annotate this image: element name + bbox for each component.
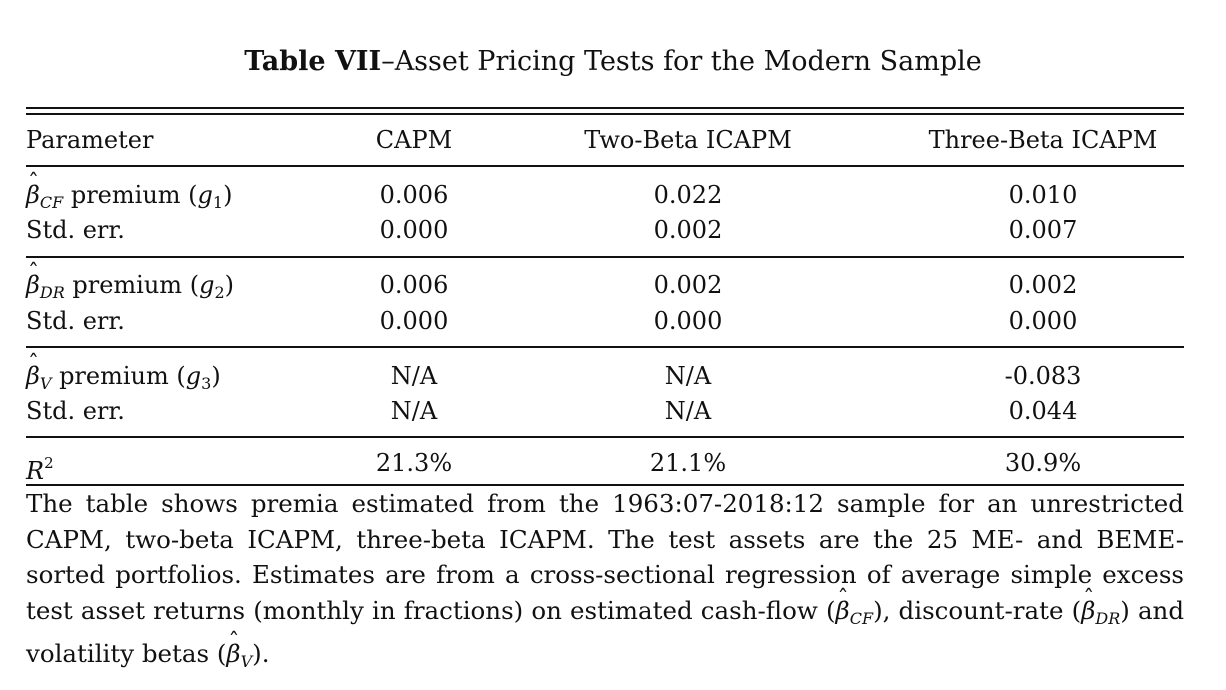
row-label-std-err: Std. err. bbox=[26, 397, 125, 425]
cell-std-err: 0.000 bbox=[653, 307, 723, 335]
hat-accent: ˆ bbox=[837, 586, 849, 612]
row-label-beta-v-premium: ˆ βV premium (g3) bbox=[26, 352, 221, 393]
cell-value: N/A bbox=[664, 362, 712, 390]
header-capm: CAPM bbox=[375, 126, 453, 154]
hat-accent: ˆ bbox=[1083, 586, 1095, 612]
header-three-beta: Three-Beta ICAPM bbox=[928, 126, 1158, 154]
top-rule-inner bbox=[26, 113, 1184, 115]
cell-value: -0.083 bbox=[1004, 362, 1082, 390]
cell-std-err: N/A bbox=[664, 397, 712, 425]
cell-value: 0.006 bbox=[379, 271, 449, 299]
header-rule bbox=[26, 165, 1184, 167]
row-label-beta-cf-premium: ˆ βCF premium (g1) bbox=[26, 171, 233, 212]
cell-value: 0.006 bbox=[379, 181, 449, 209]
cell-std-err: 0.007 bbox=[1008, 216, 1078, 244]
header-parameter: Parameter bbox=[26, 126, 154, 154]
group-rule bbox=[26, 346, 1184, 348]
cell-r-squared: 21.3% bbox=[375, 449, 453, 477]
cell-value: 0.022 bbox=[653, 181, 723, 209]
table-title: Table VII–Asset Pricing Tests for the Mo… bbox=[0, 44, 1226, 80]
group-rule bbox=[26, 256, 1184, 258]
cell-std-err: 0.000 bbox=[1008, 307, 1078, 335]
cell-value: 0.002 bbox=[1008, 271, 1078, 299]
cell-value: N/A bbox=[390, 362, 438, 390]
cell-std-err: 0.044 bbox=[1008, 397, 1078, 425]
table-number: Table VII bbox=[244, 46, 382, 77]
cell-r-squared: 21.1% bbox=[649, 449, 727, 477]
cell-value: 0.002 bbox=[653, 271, 723, 299]
cell-r-squared: 30.9% bbox=[1004, 449, 1082, 477]
row-label-std-err: Std. err. bbox=[26, 216, 125, 244]
hat-accent: ˆ bbox=[228, 630, 240, 655]
header-two-beta: Two-Beta ICAPM bbox=[584, 126, 792, 154]
bottom-rule bbox=[26, 484, 1184, 486]
hat-accent: ˆ bbox=[28, 352, 39, 377]
cell-value: 0.010 bbox=[1008, 181, 1078, 209]
row-label-std-err: Std. err. bbox=[26, 307, 125, 335]
top-rule-outer bbox=[26, 107, 1184, 109]
table-caption: The table shows premia estimated from th… bbox=[26, 489, 1185, 671]
cell-std-err: 0.002 bbox=[653, 216, 723, 244]
hat-accent: ˆ bbox=[28, 171, 39, 196]
group-rule bbox=[26, 436, 1184, 438]
cell-std-err: 0.000 bbox=[379, 307, 449, 335]
table-title-text: –Asset Pricing Tests for the Modern Samp… bbox=[381, 46, 982, 77]
cell-std-err: N/A bbox=[390, 397, 438, 425]
row-label-beta-dr-premium: ˆ βDR premium (g2) bbox=[26, 261, 234, 302]
hat-accent: ˆ bbox=[28, 261, 39, 286]
row-label-r-squared: R2 bbox=[26, 454, 54, 485]
cell-std-err: 0.000 bbox=[379, 216, 449, 244]
